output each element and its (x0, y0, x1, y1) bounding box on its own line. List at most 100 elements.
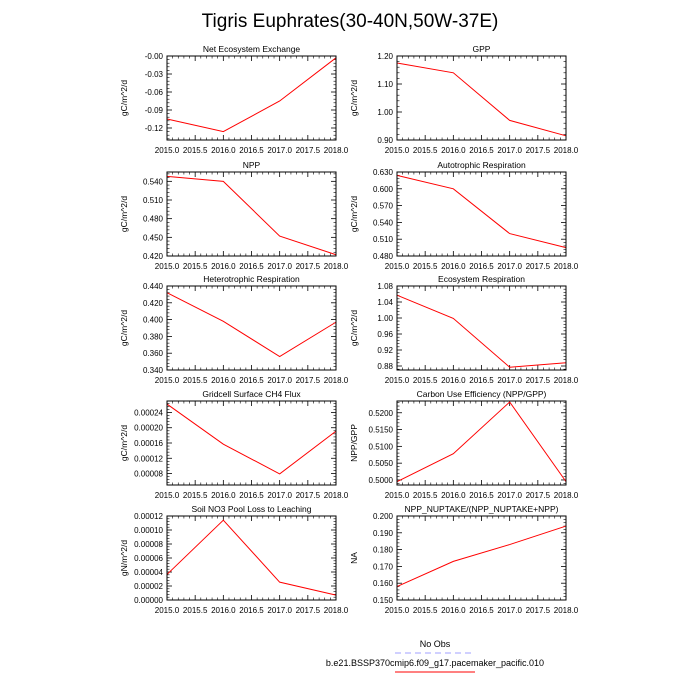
y-tick-label: 0.160 (373, 579, 394, 588)
y-tick-label: 0.96 (377, 330, 393, 339)
panel-title: NPP_NUPTAKE/(NPP_NUPTAKE+NPP) (405, 504, 559, 514)
panel-1: Net Ecosystem Exchange 2015.0 2015.5 2016.0… (119, 44, 349, 155)
x-tick-label: 2016.0 (441, 606, 466, 615)
series-line (166, 403, 337, 475)
y-tick-label: 0.88 (377, 362, 393, 371)
y-tick-label: 0.00024 (134, 408, 163, 417)
y-tick-label: 0.570 (373, 202, 394, 211)
y-tick-label: 0.170 (373, 562, 394, 571)
y-tick-label: 0.510 (373, 235, 394, 244)
series-line (396, 62, 567, 137)
y-tick-label: 0.90 (377, 136, 393, 145)
x-tick-label: 2015.5 (413, 606, 438, 615)
y-axis-label: gC/m^2/d (349, 310, 359, 346)
legend-model-label: b.e21.BSSP370cmip6.f09_g17.pacemaker_pac… (326, 658, 544, 668)
y-tick-label: 0.00008 (134, 540, 163, 549)
y-tick-label: 0.380 (143, 332, 164, 341)
plot-frame (166, 55, 337, 141)
series-line (396, 294, 567, 368)
x-tick-label: 2016.0 (211, 146, 236, 155)
x-tick-label: 2017.5 (526, 491, 551, 500)
x-tick-label: 2018.0 (324, 491, 349, 500)
y-tick-label: 0.00008 (134, 470, 163, 479)
series-line (396, 525, 567, 588)
x-tick-label: 2018.0 (324, 606, 349, 615)
panel-title: Carbon Use Efficiency (NPP/GPP) (417, 389, 547, 399)
panel-title: Autotrophic Respiration (437, 160, 526, 170)
x-tick-label: 2017.0 (267, 376, 292, 385)
y-tick-label: 1.08 (377, 282, 393, 291)
y-tick-label: 0.480 (373, 252, 394, 261)
y-tick-label: 0.00016 (134, 439, 163, 448)
panel-title: GPP (473, 44, 491, 54)
y-tick-label: 0.480 (143, 215, 164, 224)
panel-title: NPP (243, 160, 261, 170)
x-tick-label: 2017.5 (296, 262, 321, 271)
x-tick-label: 2016.5 (239, 146, 264, 155)
x-tick-label: 2015.5 (183, 491, 208, 500)
y-tick-label: 0.440 (143, 282, 164, 291)
x-tick-label: 2017.0 (497, 606, 522, 615)
y-tick-label: -0.09 (145, 106, 164, 115)
x-tick-label: 2015.0 (155, 262, 180, 271)
x-tick-label: 2016.5 (469, 491, 494, 500)
x-tick-label: 2015.5 (183, 376, 208, 385)
y-tick-label: 0.00010 (134, 526, 163, 535)
y-tick-label: 0.00000 (134, 596, 163, 605)
x-tick-label: 2015.5 (183, 146, 208, 155)
y-tick-label: 0.420 (143, 299, 164, 308)
y-tick-label: 1.00 (377, 314, 393, 323)
x-tick-label: 2016.0 (441, 491, 466, 500)
panel-9: Soil NO3 Pool Loss to Leaching 2015.0 2015… (119, 504, 349, 615)
panel-5: Heterotrophic Respiration 2015.0 2015.5 201… (119, 274, 349, 385)
plot-frame (396, 171, 567, 257)
plot-frame (396, 285, 567, 371)
x-tick-label: 2015.5 (413, 491, 438, 500)
x-tick-label: 2015.0 (155, 376, 180, 385)
series-line (166, 519, 337, 596)
x-tick-label: 2017.0 (267, 606, 292, 615)
plot-frame (396, 400, 567, 486)
plot-frame (166, 285, 337, 371)
x-tick-label: 2017.0 (267, 491, 292, 500)
x-tick-label: 2018.0 (554, 491, 579, 500)
y-tick-label: 0.540 (373, 218, 394, 227)
y-tick-label: 0.360 (143, 349, 164, 358)
y-tick-label: 0.00012 (134, 512, 163, 521)
y-axis-label: gC/m^2/d (119, 196, 129, 232)
x-tick-label: 2016.5 (239, 606, 264, 615)
x-tick-label: 2015.0 (385, 146, 410, 155)
x-tick-label: 2017.5 (526, 376, 551, 385)
x-tick-label: 2015.5 (413, 146, 438, 155)
main-title: Tigris Euphrates(30-40N,50W-37E) (202, 11, 499, 32)
y-tick-label: -0.06 (145, 88, 164, 97)
y-axis-label: NA (349, 552, 359, 564)
y-tick-label: 1.00 (377, 108, 393, 117)
y-tick-label: 0.450 (143, 233, 164, 242)
panel-title: Heterotrophic Respiration (203, 274, 300, 284)
y-tick-label: 0.00004 (134, 568, 163, 577)
x-tick-label: 2015.0 (155, 491, 180, 500)
legend-obs-label: No Obs (420, 639, 451, 649)
series-line (396, 401, 567, 483)
y-tick-label: -0.12 (145, 124, 164, 133)
y-tick-label: 0.5100 (369, 442, 394, 451)
y-tick-label: 0.180 (373, 546, 394, 555)
x-tick-label: 2018.0 (554, 146, 579, 155)
x-tick-label: 2017.5 (526, 146, 551, 155)
y-tick-label: 0.5000 (369, 476, 394, 485)
plot-frame (166, 400, 337, 486)
x-tick-label: 2017.0 (497, 491, 522, 500)
x-tick-label: 2017.0 (497, 376, 522, 385)
y-tick-label: -0.03 (145, 70, 164, 79)
y-axis-label: gN/m^2/d (119, 540, 129, 576)
series-line (396, 174, 567, 249)
x-tick-label: 2017.0 (497, 146, 522, 155)
x-tick-label: 2016.5 (469, 606, 494, 615)
